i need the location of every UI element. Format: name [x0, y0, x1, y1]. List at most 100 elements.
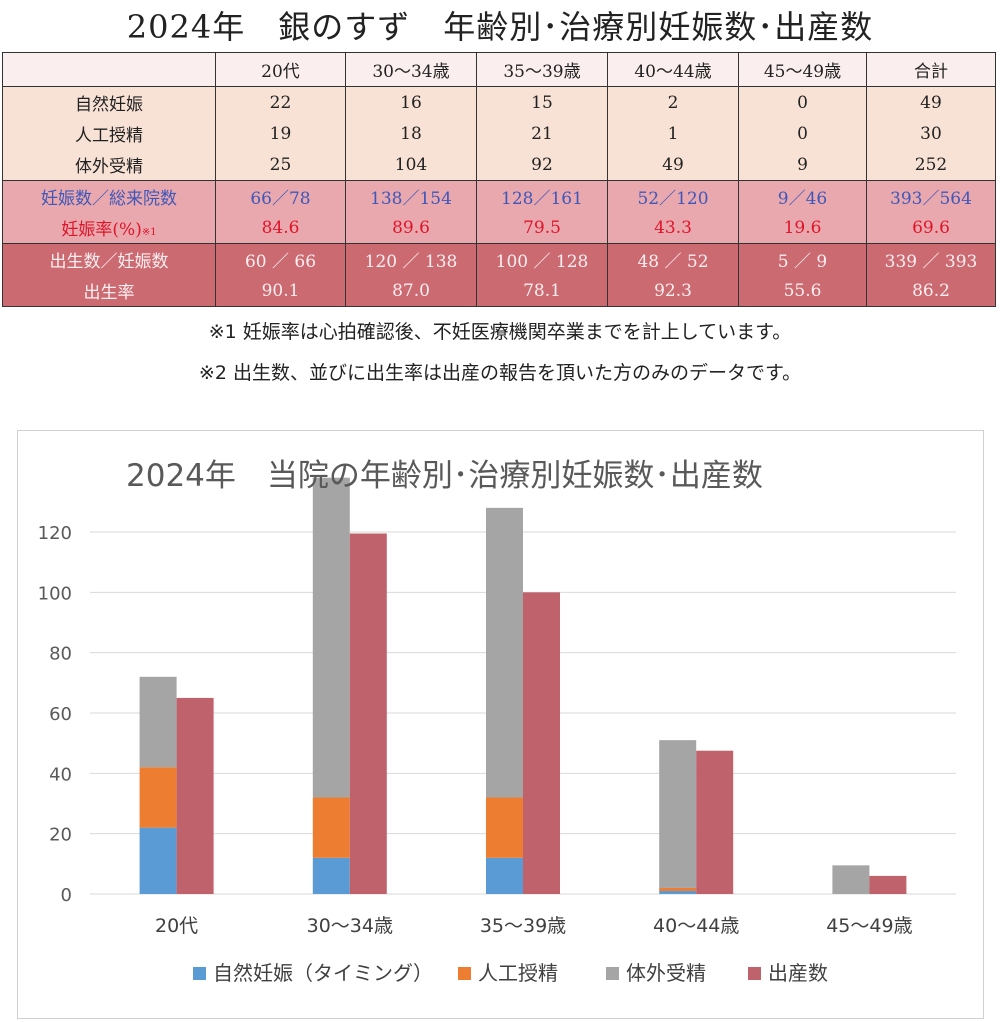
footnote-2: ※2 出生数、並びに出生率は出産の報告を頂いた方のみのデータです。: [198, 362, 802, 384]
bar-segment: [832, 865, 870, 894]
y-tick-label: 60: [49, 704, 72, 725]
header-cell: [2, 52, 216, 87]
table-cell: 30: [866, 118, 996, 149]
bar-segment: [312, 477, 350, 798]
table-cell: 55.6: [738, 275, 867, 307]
table-cell: 9: [738, 149, 867, 181]
table-cell: 86.2: [866, 275, 996, 307]
y-tick-label: 100: [38, 583, 72, 604]
x-tick-label: 20代: [155, 915, 198, 937]
bar-segment: [176, 697, 214, 894]
row-label-text: 妊娠率(%): [61, 220, 142, 240]
table-cell: 21: [476, 118, 608, 149]
bar-segment: [869, 875, 907, 894]
bar-segment: [139, 827, 177, 894]
table-cell: 43.3: [607, 212, 739, 244]
table-cell: 252: [866, 149, 996, 181]
bar-segment: [312, 857, 350, 894]
header-cell: 20代: [215, 52, 346, 87]
header-cell: 30～34歳: [345, 52, 477, 87]
table-cell: 2: [607, 86, 739, 118]
table-header-row: 20代 30～34歳 35～39歳 40～44歳 45～49歳 合計: [2, 52, 996, 87]
bar-segment: [659, 887, 697, 891]
table-cell: 100 ／ 128: [476, 243, 608, 275]
table-cell: 48 ／ 52: [607, 243, 739, 275]
row-label: 妊娠数／総来院数: [2, 180, 216, 212]
row-label: 自然妊娠: [2, 86, 216, 118]
table-cell: 49: [866, 86, 996, 118]
legend-label: 自然妊娠（タイミング）: [213, 961, 433, 985]
table-cell: 9／46: [738, 180, 867, 212]
table-cell: 22: [215, 86, 346, 118]
table-cell: 339 ／ 393: [866, 243, 996, 275]
bar-segment: [523, 592, 560, 894]
x-tick-label: 40～44歳: [653, 915, 739, 937]
table-cell: 87.0: [345, 275, 477, 307]
table-row: 出生数／妊娠数 60 ／ 66 120 ／ 138 100 ／ 128 48 ／…: [2, 243, 996, 275]
table-cell: 60 ／ 66: [215, 243, 346, 275]
bar-segment: [659, 740, 697, 888]
stats-table: 20代 30～34歳 35～39歳 40～44歳 45～49歳 合計 自然妊娠 …: [2, 52, 996, 307]
legend-swatch: [606, 967, 619, 980]
bar-segment: [659, 890, 697, 894]
table-cell: 90.1: [215, 275, 346, 307]
y-tick-label: 80: [49, 644, 72, 665]
table-cell: 138／154: [345, 180, 477, 212]
x-tick-label: 35～39歳: [480, 915, 566, 937]
y-tick-label: 0: [61, 885, 72, 906]
table-cell: 104: [345, 149, 477, 181]
table-cell: 79.5: [476, 212, 608, 244]
table-cell: 89.6: [345, 212, 477, 244]
bar-segment: [486, 797, 523, 858]
bar-segment: [139, 767, 177, 828]
table-cell: 19.6: [738, 212, 867, 244]
bar-segment: [312, 797, 350, 858]
table-cell: 78.1: [476, 275, 608, 307]
header-cell: 合計: [866, 52, 996, 87]
legend-label: 出産数: [768, 961, 828, 985]
table-row: 自然妊娠 22 16 15 2 0 49: [2, 86, 996, 118]
row-label: 人工授精: [2, 118, 216, 149]
table-cell: 69.6: [866, 212, 996, 244]
bar-segment: [139, 676, 177, 768]
table-cell: 92: [476, 149, 608, 181]
bar-segment: [696, 750, 734, 894]
table-row: 体外受精 25 104 92 49 9 252: [2, 149, 996, 181]
chart-title: 2024年 当院の年齢別･治療別妊娠数･出産数: [126, 458, 763, 494]
table-cell: 15: [476, 86, 608, 118]
table-cell: 120 ／ 138: [345, 243, 477, 275]
table-cell: 92.3: [607, 275, 739, 307]
table-cell: 49: [607, 149, 739, 181]
table-row: 妊娠数／総来院数 66／78 138／154 128／161 52／120 9／…: [2, 180, 996, 212]
footnote-mark: ※1: [141, 227, 157, 238]
table-cell: 18: [345, 118, 477, 149]
chart-container: 0 20 40 60 80 100 120 20代 30～34歳 35～39歳 40～44歳 45～4…: [17, 430, 984, 1019]
legend-swatch: [748, 967, 761, 980]
table-cell: 1: [607, 118, 739, 149]
y-tick-label: 120: [38, 523, 72, 544]
bar-chart: 0 20 40 60 80 100 120 20代 30～34歳 35～39歳 40～44歳 45～4…: [38, 458, 956, 985]
table-cell: 128／161: [476, 180, 608, 212]
row-label: 妊娠率(%)※1: [2, 212, 216, 244]
legend-label: 体外受精: [626, 961, 706, 985]
footnote-1: ※1 妊娠率は心拍確認後、不妊医療機関卒業までを計上しています。: [208, 321, 792, 343]
table-row: 出生率 90.1 87.0 78.1 92.3 55.6 86.2: [2, 275, 996, 307]
bar-segment: [486, 507, 523, 798]
table-row: 人工授精 19 18 21 1 0 30: [2, 118, 996, 149]
table-row: 妊娠率(%)※1 84.6 89.6 79.5 43.3 19.6 69.6: [2, 212, 996, 244]
legend-swatch: [458, 967, 471, 980]
row-label: 出生数／妊娠数: [2, 243, 216, 275]
y-tick-label: 40: [49, 764, 72, 785]
table-cell: 16: [345, 86, 477, 118]
header-cell: 40～44歳: [607, 52, 739, 87]
table-cell: 84.6: [215, 212, 346, 244]
table-cell: 0: [738, 118, 867, 149]
table-cell: 0: [738, 86, 867, 118]
x-tick-label: 30～34歳: [307, 915, 393, 937]
table-cell: 25: [215, 149, 346, 181]
legend-label: 人工授精: [478, 961, 558, 985]
table-cell: 5 ／ 9: [738, 243, 867, 275]
table-cell: 393／564: [866, 180, 996, 212]
page-title: 2024年 銀のすず 年齢別･治療別妊娠数･出産数: [126, 8, 874, 46]
table-cell: 52／120: [607, 180, 739, 212]
